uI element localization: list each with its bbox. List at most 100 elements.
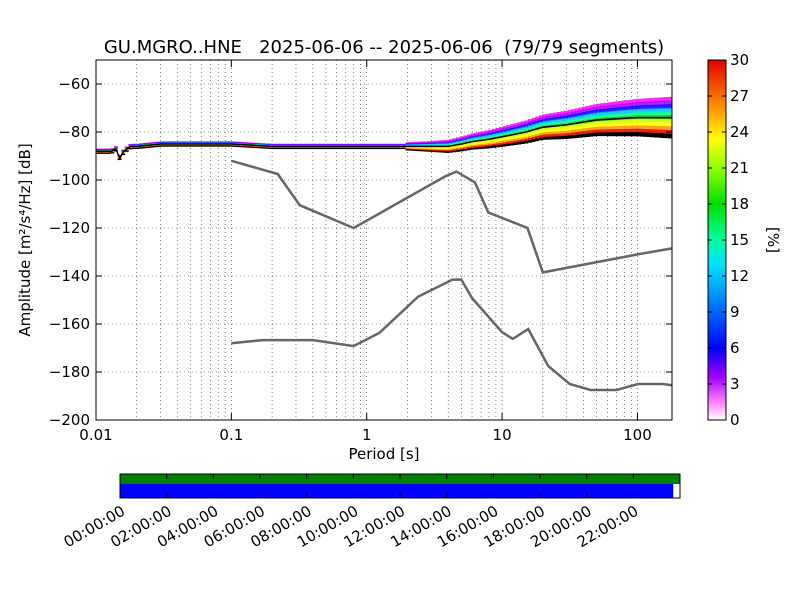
psd-bin [596,120,601,125]
psd-bin [574,111,579,115]
psd-bin [495,145,500,148]
psd-bin [506,128,511,132]
psd-bin [502,142,507,145]
psd-bin [405,147,410,150]
psd-bin [189,145,194,147]
psd-bin [600,112,604,116]
psd-bin [427,146,432,148]
psd-bin [632,102,637,107]
psd-bin [470,147,475,150]
psd-bin [484,146,489,149]
psd-bin [481,134,486,137]
psd-bin [474,141,478,144]
psd-bin [578,126,583,130]
psd-bin [571,135,576,139]
psd-bin [571,119,576,123]
psd-bin [106,152,111,154]
psd-bin [639,105,644,110]
psd-bin [207,145,212,147]
psd-bin [585,114,590,118]
psd-bin [153,146,158,148]
psd-bin [481,140,486,143]
psd-bin [657,122,662,128]
psd-bin [499,134,504,137]
x-axis: 0.01 0.1 1 10 100 [79,60,652,444]
psd-bin [157,145,162,147]
psd-bin [272,147,277,150]
psd-bin [474,143,478,145]
psd-bin [416,148,421,150]
psd-bin [214,145,219,147]
y-tick-label: −120 [49,219,90,237]
psd-bin [517,138,522,141]
psd-bin [546,113,550,117]
psd-bin [578,134,583,138]
psd-bin [607,123,612,128]
psd-bin [607,129,612,134]
psd-bin [477,144,482,147]
psd-bin [661,133,666,138]
psd-bin [625,122,630,127]
psd-bin [466,140,471,142]
psd-bin [445,150,450,152]
psd-bin [502,129,507,133]
psd-bin [430,146,435,149]
psd-bin [621,106,626,111]
psd-bin [668,96,673,102]
psd-bin [124,150,129,152]
psd-bin [592,132,597,137]
psd-bin [567,112,572,116]
psd-bin [373,147,378,150]
psd-bin [654,111,658,117]
psd-bin [412,144,417,146]
psd-bin [621,125,626,130]
psd-bin [459,148,464,151]
psd-bin [351,147,356,150]
psd-bin [553,122,558,126]
psd-bin [668,111,673,117]
psd-bin [506,143,511,146]
psd-bin [488,146,493,149]
psd-bin [657,126,662,131]
psd-bin [618,101,622,106]
psd-bin [520,121,525,124]
psd-bin [538,119,543,123]
psd-bin [549,122,554,126]
psd-bin [603,102,608,107]
psd-bin [459,147,464,149]
y-tick-label: −200 [49,411,90,429]
psd-bin [628,112,633,117]
psd-bin [304,147,309,150]
psd-bin [423,150,428,152]
psd-bin [456,142,460,145]
psd-bin [596,126,601,131]
psd-bin [592,110,597,114]
psd-bin [481,132,486,135]
psd-bin [546,129,550,133]
psd-bin [477,135,482,137]
psd-bin [294,147,298,150]
psd-bin [412,149,417,151]
psd-bin [567,125,572,129]
psd-bin [664,118,669,124]
psd-bin [628,128,633,134]
psd-bin [668,104,673,109]
psd-bin [531,139,536,142]
psd-bin [499,127,504,130]
psd-bin [168,145,172,147]
psd-bin [499,139,504,142]
psd-bin [510,127,514,131]
psd-bin [592,127,597,131]
psd-bin [423,149,428,151]
psd-bin [628,119,633,124]
psd-bin [488,134,493,137]
psd-bin [430,142,435,145]
psd-bin [542,127,547,131]
psd-bin [510,135,514,138]
psd-bin [441,144,446,147]
psd-bin [430,149,435,151]
psd-bin [484,133,489,136]
psd-bin [427,148,432,150]
psd-bin [582,114,586,119]
psd-bin [430,148,435,150]
